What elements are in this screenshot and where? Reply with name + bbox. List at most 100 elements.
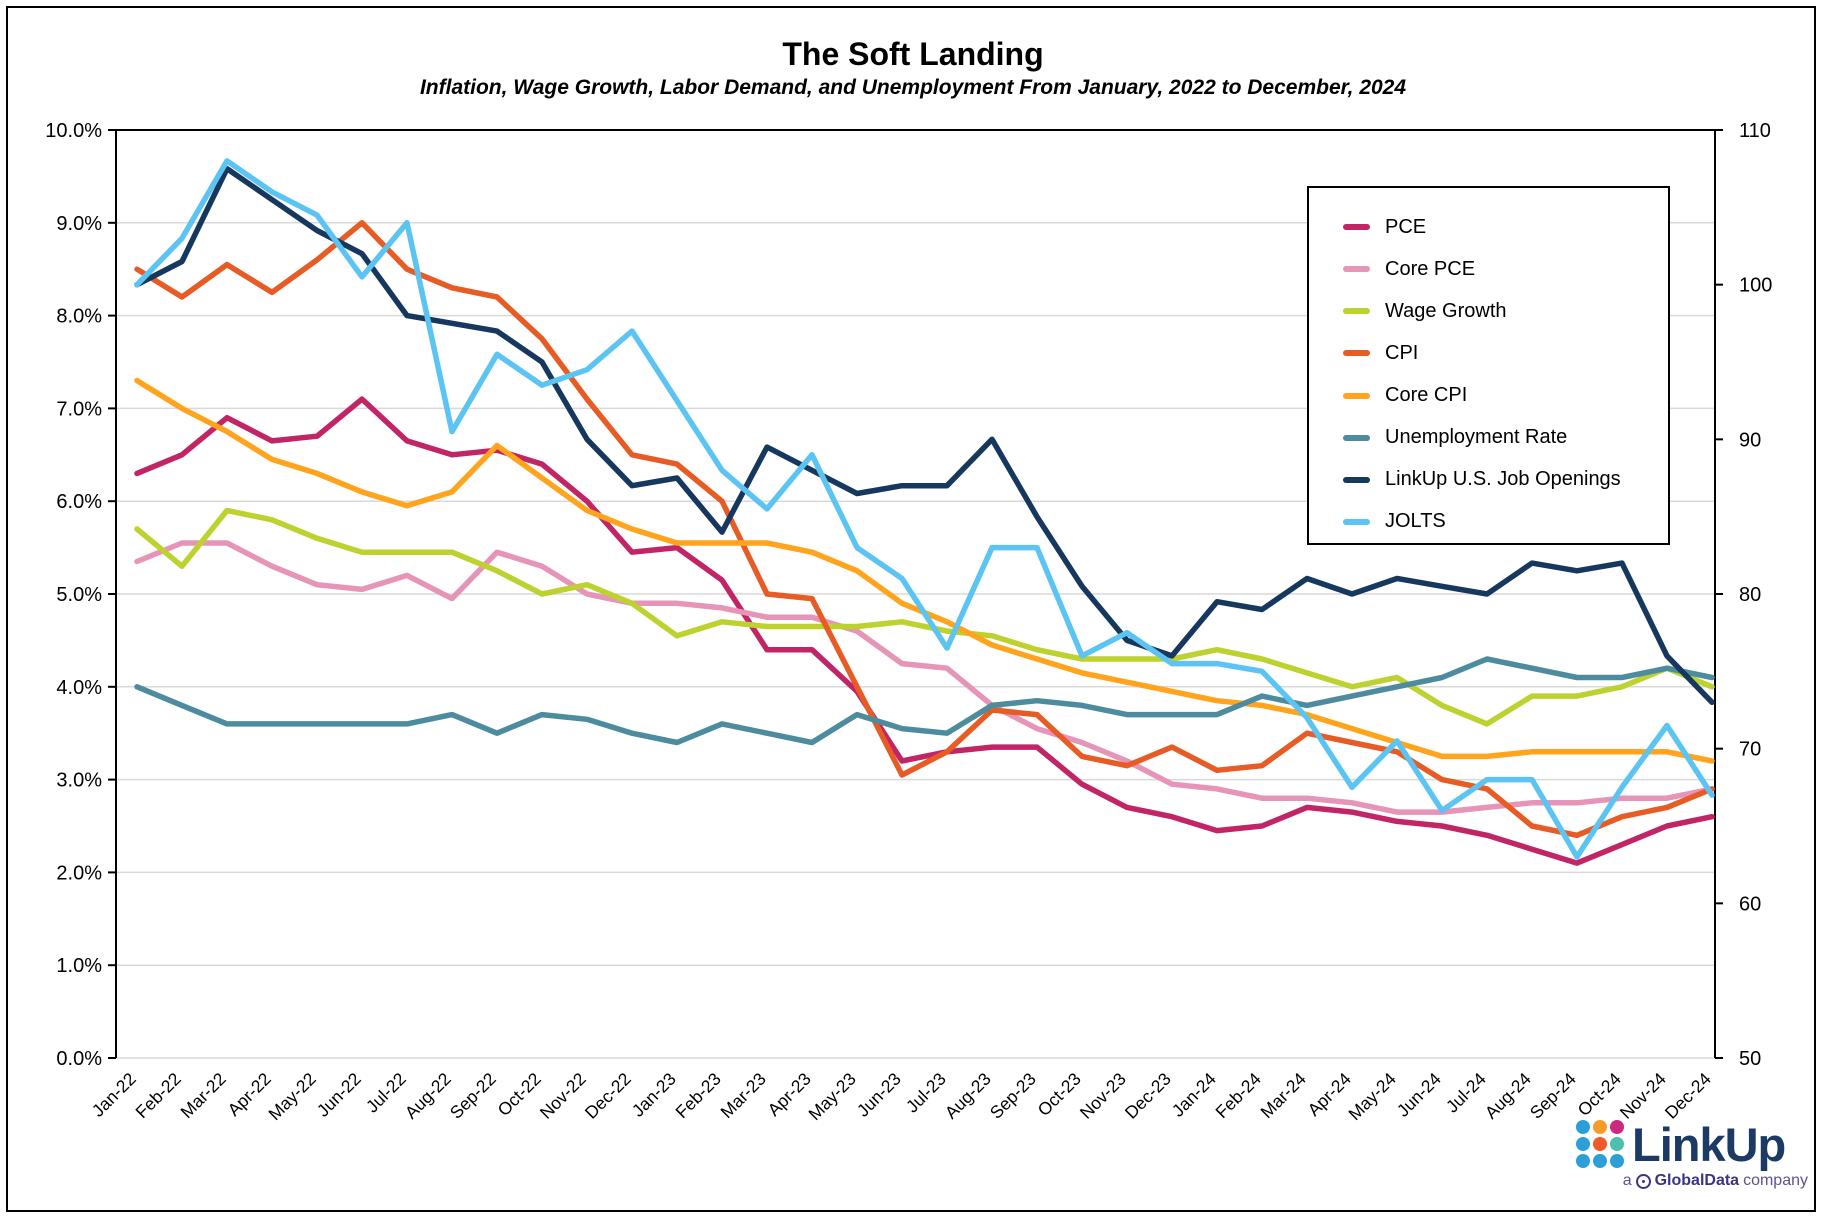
y-axis-label-right: 70 bbox=[1739, 739, 1761, 761]
legend-item-jolts: JOLTS bbox=[1343, 502, 1668, 542]
legend-label: Wage Growth bbox=[1385, 299, 1507, 322]
y-axis-label-right: 50 bbox=[1739, 1048, 1761, 1070]
logo-dot bbox=[1576, 1120, 1590, 1134]
legend-swatch-icon bbox=[1343, 308, 1370, 315]
y-axis-label-right: 110 bbox=[1739, 120, 1771, 142]
legend-swatch-icon bbox=[1343, 518, 1370, 525]
x-axis-label: Dec-23 bbox=[1121, 1069, 1175, 1123]
y-axis-label-left: 8.0% bbox=[56, 306, 102, 328]
x-axis-label: Jan-22 bbox=[88, 1069, 140, 1121]
legend-item-linkup-u-s-job-openings: LinkUp U.S. Job Openings bbox=[1343, 460, 1668, 500]
x-axis-label: Oct-22 bbox=[494, 1069, 545, 1120]
y-axis-label-right: 80 bbox=[1739, 584, 1761, 606]
x-axis-label: Jun-22 bbox=[313, 1069, 365, 1121]
y-axis-label-left: 7.0% bbox=[56, 398, 102, 420]
series-line-core-pce bbox=[134, 540, 1715, 815]
chart-legend: PCE Core PCE Wage Growth CPI Core CPI Unemplo… bbox=[1307, 186, 1670, 545]
legend-label: CPI bbox=[1385, 341, 1419, 364]
legend-swatch-icon bbox=[1343, 392, 1370, 399]
chart-subtitle: Inflation, Wage Growth, Labor Demand, an… bbox=[419, 76, 1407, 99]
x-axis-label: Nov-22 bbox=[536, 1069, 590, 1123]
logo-tagline: a GlobalData company bbox=[1576, 1172, 1808, 1190]
y-axis-label-left: 9.0% bbox=[56, 213, 102, 235]
globaldata-icon bbox=[1635, 1173, 1651, 1189]
x-axis-label: Oct-24 bbox=[1574, 1069, 1625, 1120]
x-axis-label: May-22 bbox=[264, 1069, 319, 1124]
x-axis-label: Sep-22 bbox=[446, 1069, 500, 1123]
legend-label: Unemployment Rate bbox=[1385, 426, 1568, 449]
legend-item-pce: PCE bbox=[1343, 207, 1668, 247]
y-axis-label-right: 60 bbox=[1739, 893, 1761, 915]
series-line-pce bbox=[134, 396, 1715, 866]
x-axis-label: Mar-22 bbox=[176, 1069, 229, 1122]
y-axis-label-left: 10.0% bbox=[45, 120, 102, 142]
x-axis-label: Nov-24 bbox=[1616, 1069, 1670, 1123]
x-axis-label: Aug-24 bbox=[1481, 1069, 1535, 1123]
legend-swatch-icon bbox=[1343, 434, 1370, 441]
legend-label: PCE bbox=[1385, 215, 1427, 238]
x-axis-label: Mar-23 bbox=[716, 1069, 769, 1122]
legend-item-wage-growth: Wage Growth bbox=[1343, 291, 1668, 331]
legend-item-cpi: CPI bbox=[1343, 333, 1668, 373]
chart-title: The Soft Landing bbox=[782, 36, 1044, 72]
x-axis-label: Jun-23 bbox=[853, 1069, 905, 1121]
legend-item-unemployment-rate: Unemployment Rate bbox=[1343, 418, 1668, 458]
x-axis-label: Aug-22 bbox=[401, 1069, 455, 1123]
x-axis-label: May-24 bbox=[1344, 1069, 1400, 1125]
y-axis-label-left: 1.0% bbox=[56, 955, 102, 977]
logo-dot bbox=[1593, 1137, 1607, 1151]
legend-label: LinkUp U.S. Job Openings bbox=[1385, 468, 1621, 491]
series-line-wage-growth bbox=[134, 507, 1715, 727]
legend-item-core-cpi: Core CPI bbox=[1343, 376, 1668, 416]
legend-label: JOLTS bbox=[1385, 510, 1446, 533]
logo-brand-text: LinkUp bbox=[1632, 1117, 1786, 1171]
x-axis-label: Aug-23 bbox=[941, 1069, 995, 1123]
logo-dots-icon bbox=[1576, 1120, 1624, 1168]
y-axis-label-left: 6.0% bbox=[56, 491, 102, 513]
x-axis-label: Jun-24 bbox=[1393, 1069, 1445, 1121]
x-axis-label: May-23 bbox=[804, 1069, 859, 1124]
x-axis-label: Jan-23 bbox=[628, 1069, 680, 1121]
x-axis-label: Feb-24 bbox=[1211, 1069, 1265, 1123]
series-line-unemployment-rate bbox=[134, 656, 1715, 746]
legend-label: Core PCE bbox=[1385, 257, 1476, 280]
x-axis-label: Dec-24 bbox=[1661, 1069, 1715, 1123]
tagline-brand: GlobalData bbox=[1654, 1172, 1740, 1189]
y-axis-label-left: 5.0% bbox=[56, 584, 102, 606]
x-axis-label: Sep-23 bbox=[986, 1069, 1040, 1123]
y-axis-label-left: 3.0% bbox=[56, 770, 102, 792]
legend-swatch-icon bbox=[1343, 476, 1370, 483]
x-axis-label: Nov-23 bbox=[1076, 1069, 1130, 1123]
series-line-cpi bbox=[134, 220, 1715, 839]
logo-dot bbox=[1576, 1137, 1590, 1151]
x-axis-label: Jan-24 bbox=[1168, 1069, 1220, 1121]
logo-dot bbox=[1610, 1137, 1624, 1151]
logo-dot bbox=[1593, 1154, 1607, 1168]
linkup-logo: LinkUp a GlobalData company bbox=[1576, 1120, 1808, 1190]
logo-dot bbox=[1576, 1154, 1590, 1168]
x-axis-label: Feb-23 bbox=[671, 1069, 724, 1122]
legend-swatch-icon bbox=[1343, 266, 1370, 273]
outer-border bbox=[6, 6, 1816, 1212]
x-axis-label: Dec-22 bbox=[581, 1069, 635, 1123]
x-axis-label: Mar-24 bbox=[1256, 1069, 1310, 1123]
legend-item-core-pce: Core PCE bbox=[1343, 249, 1668, 289]
y-axis-label-left: 4.0% bbox=[56, 677, 102, 699]
legend-label: Core CPI bbox=[1385, 384, 1468, 407]
tagline-suffix: company bbox=[1743, 1172, 1808, 1189]
y-axis-label-left: 2.0% bbox=[56, 862, 102, 884]
y-axis-label-right: 100 bbox=[1739, 275, 1772, 297]
logo-dot bbox=[1610, 1154, 1624, 1168]
series-line-jolts bbox=[134, 158, 1715, 860]
tagline-prefix: a bbox=[1622, 1172, 1632, 1189]
y-axis-label-right: 90 bbox=[1739, 429, 1761, 451]
y-axis-label-left: 0.0% bbox=[56, 1048, 102, 1070]
x-axis-label: Feb-22 bbox=[131, 1069, 184, 1122]
x-axis-label: Oct-23 bbox=[1034, 1069, 1085, 1120]
x-axis-label: Sep-24 bbox=[1526, 1069, 1580, 1123]
logo-dot bbox=[1593, 1120, 1607, 1134]
legend-swatch-icon bbox=[1343, 350, 1370, 357]
legend-swatch-icon bbox=[1343, 224, 1370, 231]
